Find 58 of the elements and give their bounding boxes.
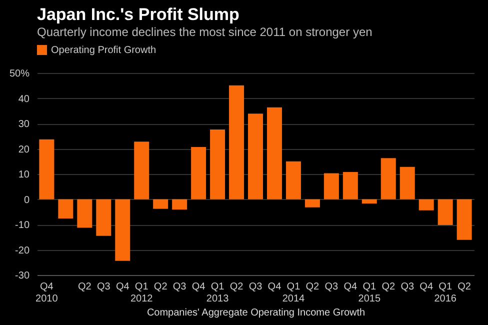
bar — [324, 173, 339, 200]
y-tick-label: 0 — [24, 194, 30, 206]
x-tick-label: Q1 2015 — [358, 282, 381, 304]
bar — [418, 199, 434, 210]
x-tick-label: Q4 — [420, 282, 434, 292]
y-tick-label: -10 — [15, 220, 30, 231]
chart-title: Japan Inc.'s Profit Slump — [37, 5, 240, 24]
x-tick-label: Q1 2012 — [130, 282, 154, 304]
x-tick-label: Q1 2014 — [282, 282, 306, 304]
x-tick-label: Q2 — [78, 282, 92, 292]
x-tick-label: Q2 — [230, 282, 244, 292]
y-tick-label: -30 — [15, 270, 30, 282]
bar — [58, 199, 74, 218]
y-tick-label: 50% — [9, 68, 30, 80]
chart-subtitle: Quarterly income declines the most since 2011 on stronger yen — [37, 25, 372, 39]
x-tick-label: Q4 2010 — [36, 282, 58, 304]
x-tick-label: Q4 — [344, 282, 358, 292]
bar — [191, 146, 206, 200]
x-tick-label: Q4 — [116, 282, 130, 292]
bar — [153, 199, 168, 209]
bar — [438, 199, 453, 226]
x-tick-label: Q2 — [382, 282, 396, 292]
bar — [342, 172, 358, 200]
bar — [210, 130, 226, 200]
y-tick-label: 10 — [18, 170, 30, 180]
x-axis-title: Companies' Aggregate Operating Income Growth — [146, 308, 366, 318]
x-tick-label: Q3 — [96, 282, 111, 292]
x-tick-label: Q3 — [248, 282, 263, 292]
bar — [248, 114, 263, 200]
bar — [172, 199, 188, 210]
bar — [77, 199, 92, 228]
bar — [96, 199, 112, 236]
y-tick-label: -20 — [15, 245, 30, 256]
y-tick-label: 30 — [18, 119, 30, 130]
x-tick-label: Q1 2016 — [434, 282, 457, 304]
x-tick-label: Q2 — [306, 282, 320, 292]
bar — [456, 199, 472, 240]
x-tick-label: Q2 — [154, 282, 168, 292]
bar — [39, 139, 54, 200]
x-tick-label: Q1 2013 — [206, 282, 230, 304]
x-tick-label: Q3 — [400, 282, 414, 292]
bar — [286, 161, 301, 200]
x-tick-label: Q3 — [172, 282, 187, 292]
bar — [134, 142, 150, 200]
bar — [362, 199, 377, 204]
y-tick-label: 40 — [18, 94, 30, 105]
y-tick-label: 20 — [18, 144, 30, 156]
x-tick-label: Q4 — [268, 282, 282, 292]
bar — [304, 199, 320, 208]
legend-label: Operating Profit Growth — [51, 45, 156, 56]
bar — [266, 107, 282, 200]
bar — [380, 158, 396, 200]
x-tick-label: Q2 — [458, 282, 472, 292]
bar — [400, 166, 415, 200]
x-tick-label: Q4 — [192, 282, 206, 292]
bar — [229, 85, 244, 200]
x-tick-label: Q3 — [324, 282, 339, 292]
bar — [115, 199, 130, 261]
